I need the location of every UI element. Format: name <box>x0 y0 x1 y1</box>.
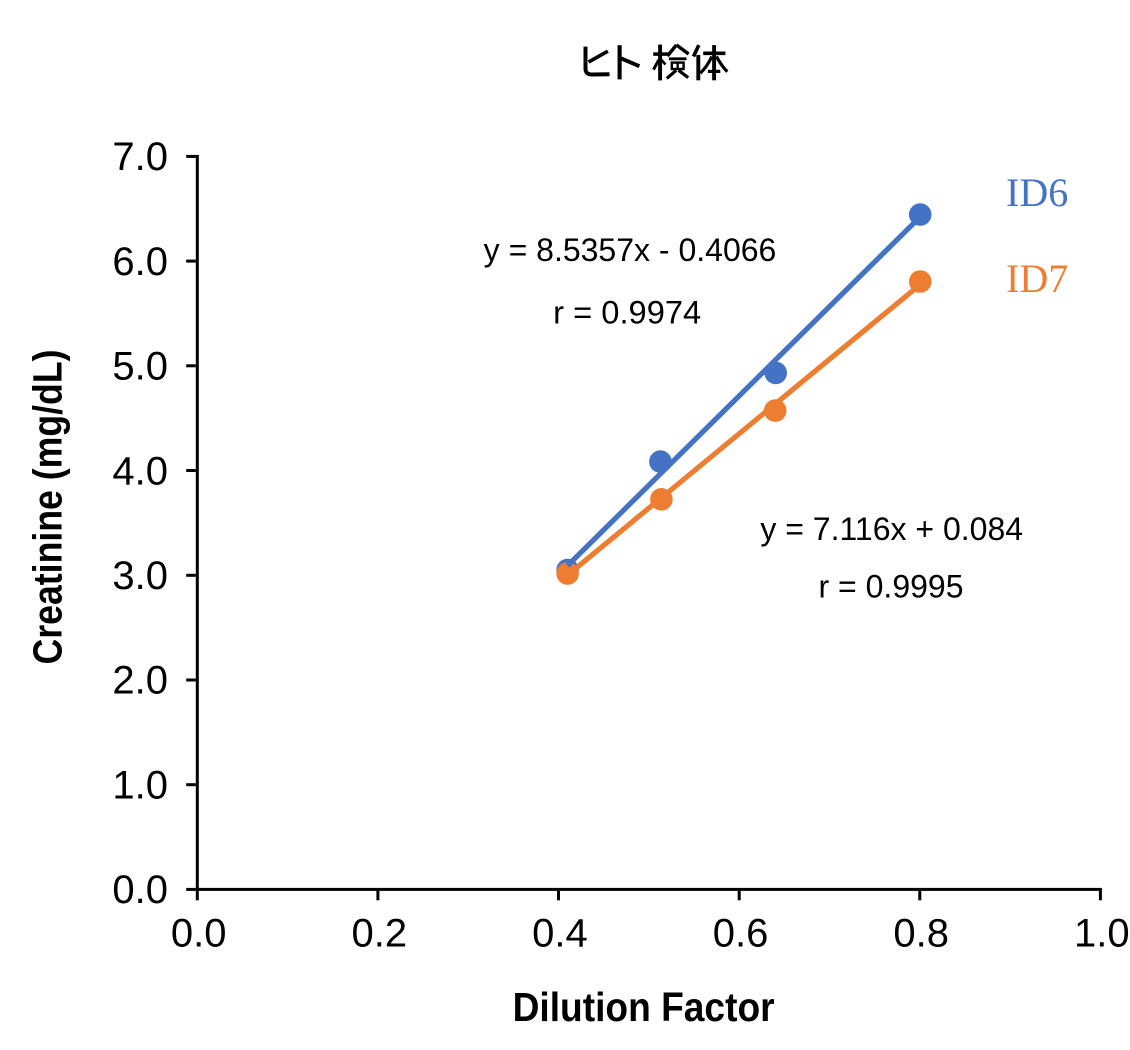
svg-text:0.8: 0.8 <box>893 911 949 955</box>
svg-text:Dilution Factor: Dilution Factor <box>513 984 775 1030</box>
svg-text:6.0: 6.0 <box>112 240 168 284</box>
svg-text:4.0: 4.0 <box>112 449 168 493</box>
svg-text:r = 0.9995: r = 0.9995 <box>819 568 964 604</box>
svg-text:2.0: 2.0 <box>112 659 168 703</box>
svg-text:0.0: 0.0 <box>171 911 227 955</box>
svg-text:3.0: 3.0 <box>112 554 168 598</box>
svg-text:0.2: 0.2 <box>351 911 407 955</box>
svg-text:ID6: ID6 <box>1006 170 1068 215</box>
svg-text:1.0: 1.0 <box>112 763 168 807</box>
svg-text:5.0: 5.0 <box>112 345 168 389</box>
svg-text:0.0: 0.0 <box>112 868 168 912</box>
svg-text:y = 8.5357x - 0.4066: y = 8.5357x - 0.4066 <box>484 232 777 268</box>
svg-text:r = 0.9974: r = 0.9974 <box>553 294 701 330</box>
svg-text:ID7: ID7 <box>1006 256 1068 301</box>
svg-text:7.0: 7.0 <box>112 135 168 179</box>
svg-text:y = 7.116x + 0.084: y = 7.116x + 0.084 <box>760 511 1023 547</box>
svg-text:0.4: 0.4 <box>532 911 588 955</box>
svg-text:1.0: 1.0 <box>1074 911 1130 955</box>
svg-text:Creatinine (mg/dL): Creatinine (mg/dL) <box>25 350 71 665</box>
svg-text:0.6: 0.6 <box>713 911 769 955</box>
